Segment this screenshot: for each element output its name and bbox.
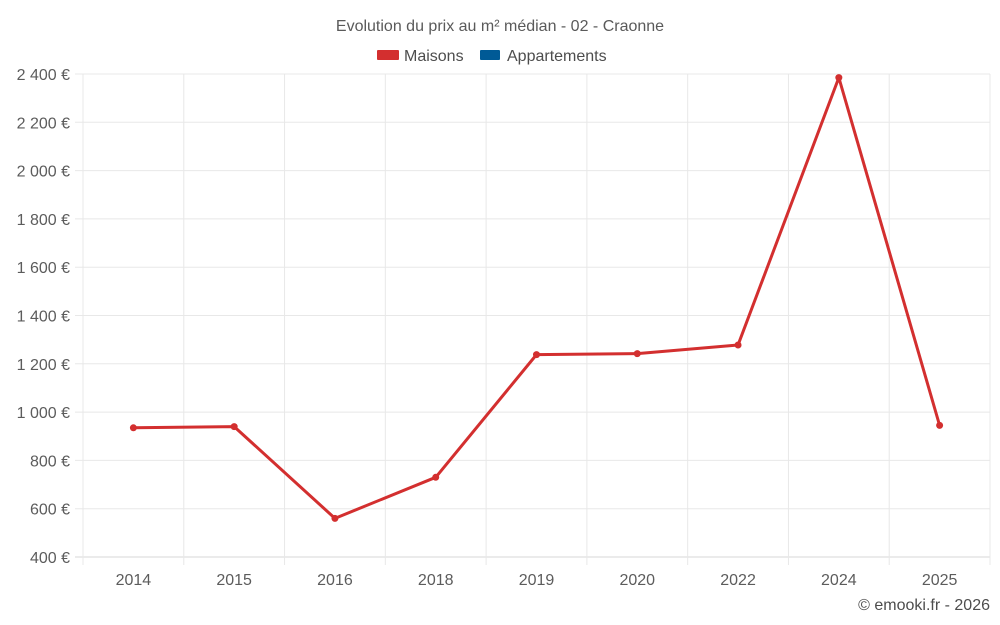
grid: [75, 73, 991, 565]
y-tick-label: 2 400 €: [17, 67, 70, 84]
x-tick-label: 2014: [116, 572, 152, 589]
legend-item-maisons[interactable]: Maisons: [377, 48, 464, 65]
data-point-maisons[interactable]: [734, 341, 742, 349]
data-point-maisons[interactable]: [432, 473, 440, 481]
y-tick-label: 800 €: [30, 453, 70, 470]
y-tick-label: 400 €: [30, 550, 70, 567]
legend-swatch-maisons: [377, 50, 399, 60]
data-point-maisons[interactable]: [633, 350, 641, 358]
legend: Maisons Appartements: [377, 48, 607, 65]
legend-label-appartements: Appartements: [507, 48, 607, 65]
y-tick-label: 1 600 €: [17, 260, 70, 277]
data-point-maisons[interactable]: [835, 74, 843, 82]
data-point-maisons[interactable]: [533, 351, 540, 359]
x-tick-label: 2020: [619, 572, 655, 589]
x-tick-label: 2016: [317, 572, 353, 589]
legend-swatch-appartements: [480, 50, 500, 60]
y-tick-label: 1 000 €: [17, 405, 70, 422]
data-point-maisons[interactable]: [129, 424, 137, 432]
x-tick-label: 2018: [418, 572, 454, 589]
y-tick-label: 2 000 €: [17, 164, 70, 181]
x-tick-label: 2015: [216, 572, 252, 589]
legend-item-appartements[interactable]: Appartements: [480, 48, 607, 65]
data-point-maisons[interactable]: [230, 423, 238, 431]
x-tick-label: 2022: [720, 572, 756, 589]
y-tick-label: 1 800 €: [17, 212, 70, 229]
y-tick-label: 1 400 €: [17, 309, 70, 326]
x-tick-label: 2019: [519, 572, 555, 589]
x-tick-label: 2024: [821, 572, 857, 589]
y-tick-label: 2 200 €: [17, 115, 70, 132]
x-tick-label: 2025: [922, 572, 958, 589]
data-point-maisons[interactable]: [331, 514, 339, 522]
y-axis: 400 € 600 € 800 € 1 000 € 1 200 € 1 400 € 1 60…: [17, 67, 70, 567]
y-tick-label: 1 200 €: [17, 357, 70, 374]
series-line-maisons: [131, 76, 942, 520]
y-tick-label: 600 €: [30, 502, 70, 519]
chart-title: Evolution du prix au m² médian - 02 - Cr…: [336, 18, 664, 35]
x-axis: 2014 2015 2016 2018 2019 2020 2022 2024 2025: [116, 572, 958, 589]
legend-label-maisons: Maisons: [404, 48, 464, 65]
data-point-maisons[interactable]: [936, 421, 944, 429]
series: [129, 74, 944, 522]
credit-text: © emooki.fr - 2026: [858, 597, 990, 614]
